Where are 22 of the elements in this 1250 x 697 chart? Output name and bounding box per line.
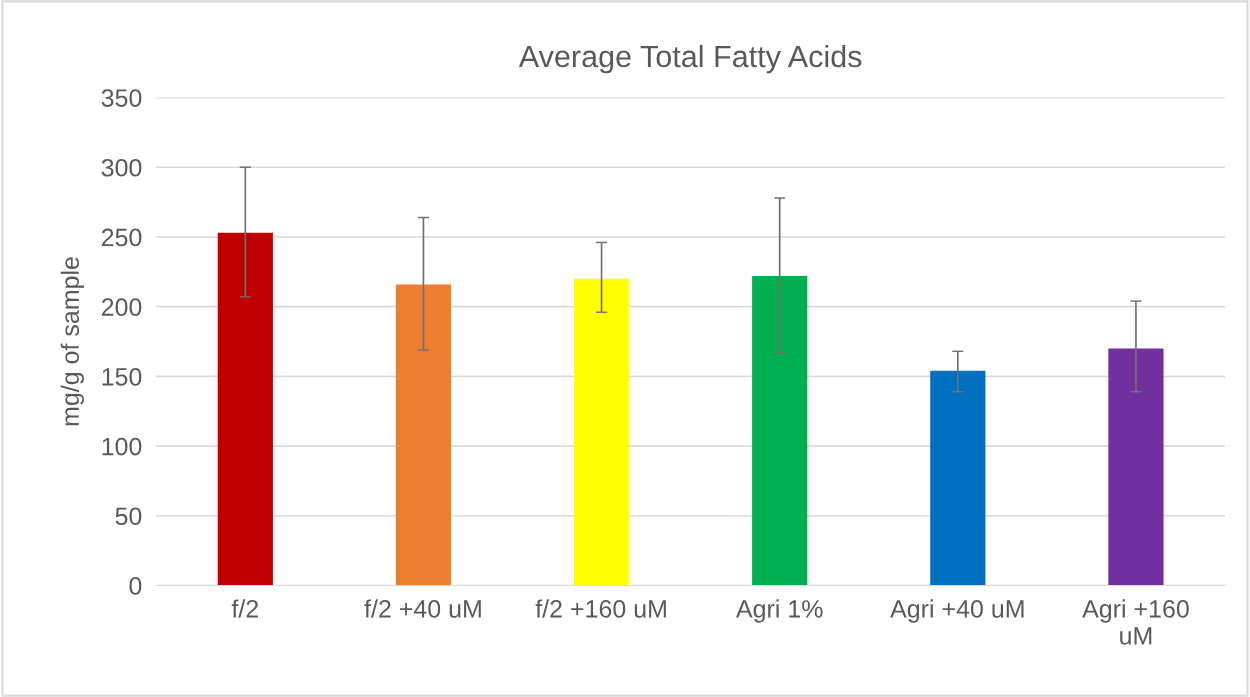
x-tick-label: f/2 +40 uM [364,599,481,618]
x-tick-label: f/2 [231,599,258,618]
y-tick-label: 0 [129,577,142,595]
y-tick-label: 50 [115,507,142,526]
chart-title: Average Total Fatty Acids [518,44,862,74]
bar [217,232,273,586]
x-tick-label: Agri +40 uM [890,599,1024,623]
bar [573,278,630,586]
bar [1108,348,1164,586]
bar [395,284,452,586]
bar [752,276,808,586]
y-tick-label: 350 [101,89,142,107]
y-tick-label: 250 [101,228,142,247]
y-axis-title: mg/g of sample [60,257,84,426]
y-tick-label: 200 [101,298,142,316]
bar [930,370,986,586]
x-tick-label: f/2 +160 uM [535,599,666,618]
x-tick-label: Agri 1% [735,599,823,623]
y-tick-label: 150 [102,367,142,386]
x-tick-label: Agri +160 uM [1082,599,1189,645]
y-tick-label: 100 [102,437,142,456]
y-tick-label: 300 [101,158,142,177]
